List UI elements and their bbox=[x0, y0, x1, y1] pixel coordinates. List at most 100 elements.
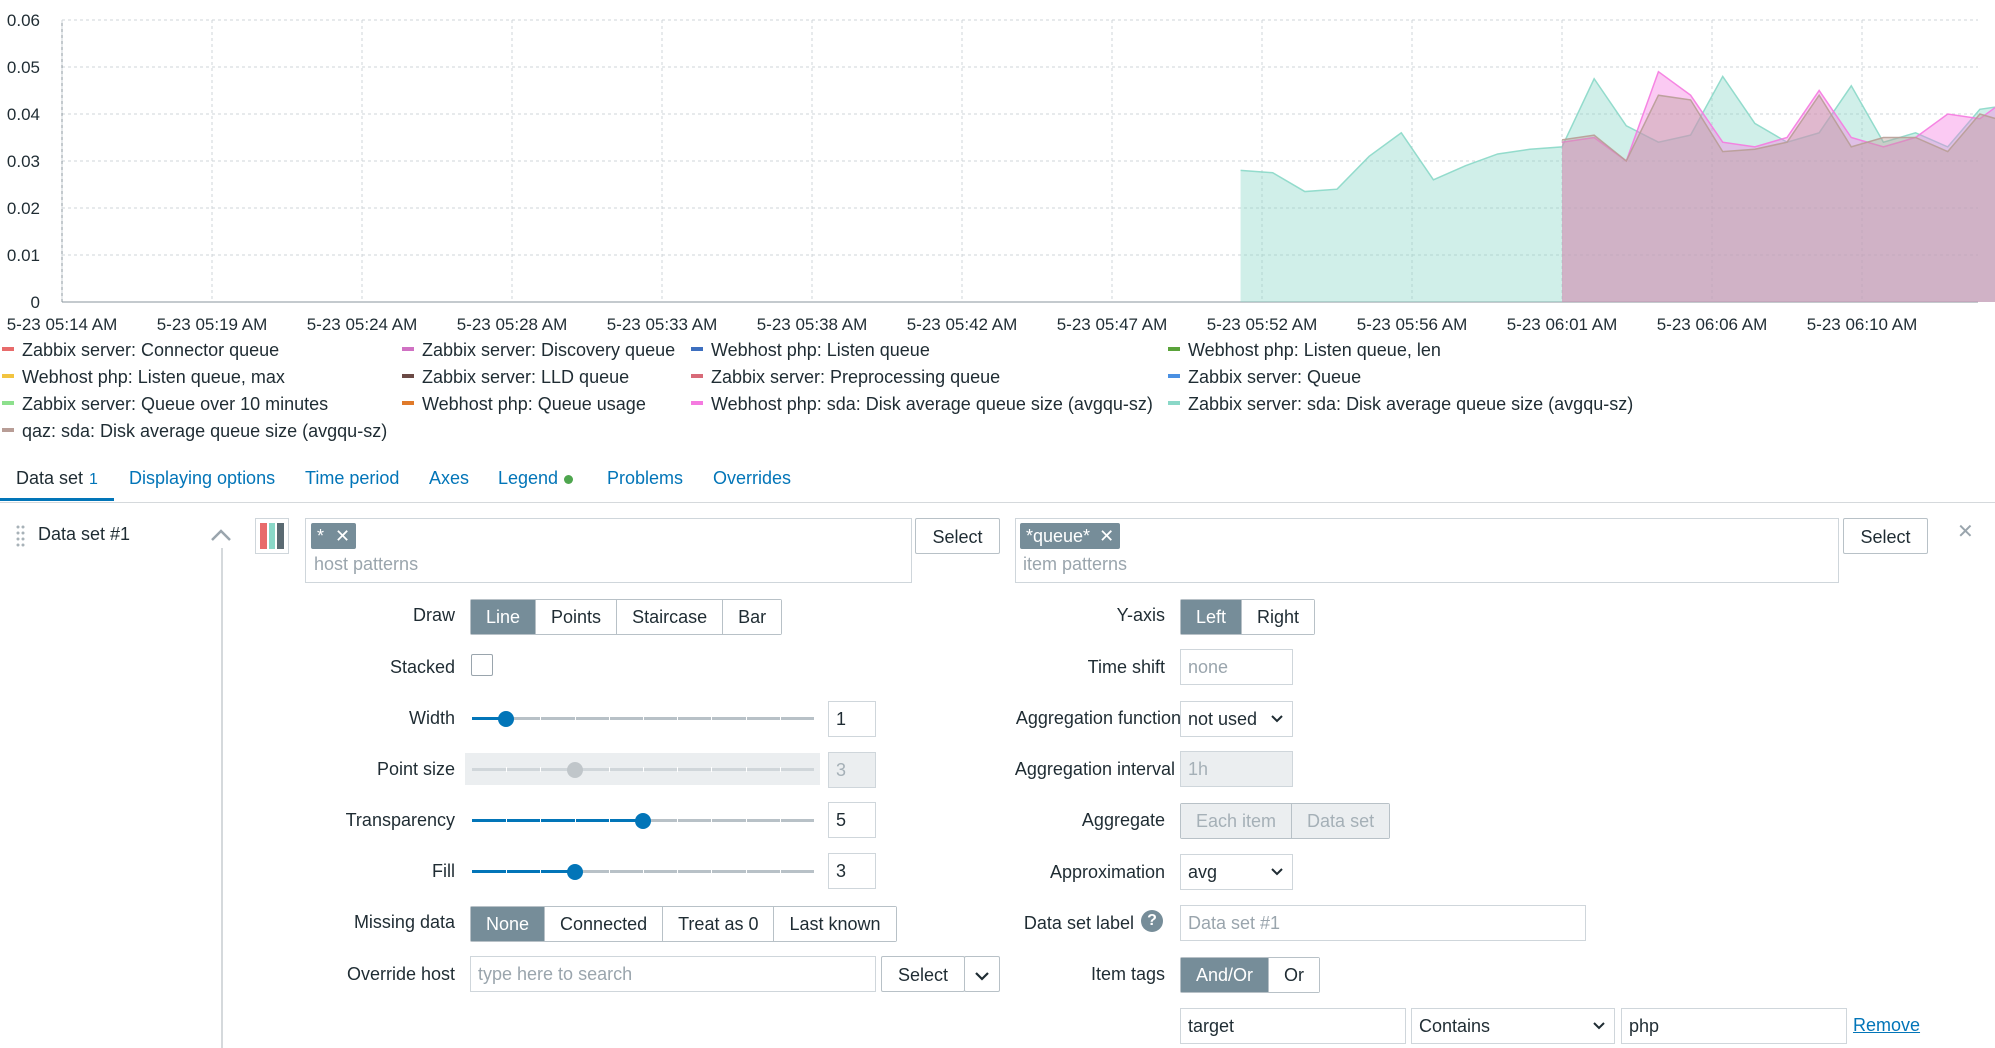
legend-item: Webhost php: Listen queue, len bbox=[1168, 338, 1441, 362]
x-tick-label: 5-23 05:42 AM bbox=[907, 315, 1018, 330]
aggregate-option-each-item: Each item bbox=[1181, 804, 1293, 838]
item-select-button[interactable]: Select bbox=[1843, 518, 1928, 554]
slider-tick bbox=[506, 869, 508, 874]
chevron-down-icon bbox=[1270, 702, 1284, 736]
host-pattern-tag: * ✕ bbox=[311, 523, 357, 549]
series-line bbox=[1561, 93, 1995, 163]
draw-label: Draw bbox=[412, 605, 455, 625]
remove-tag-icon[interactable]: ✕ bbox=[335, 526, 351, 546]
slider-knob[interactable] bbox=[635, 813, 651, 829]
legend-label: qaz: sda: Disk average queue size (avgqu… bbox=[22, 421, 388, 441]
legend-label: Zabbix server: Queue over 10 minutes bbox=[22, 394, 329, 414]
point-size-input: 3 bbox=[828, 752, 876, 788]
draw-option-points[interactable]: Points bbox=[536, 600, 618, 634]
chevron-down-icon bbox=[975, 972, 989, 981]
tag-name-input[interactable]: target bbox=[1180, 1008, 1406, 1044]
host-select-button[interactable]: Select bbox=[915, 518, 1000, 554]
y-tick-label: 0 bbox=[31, 293, 40, 312]
override-host-select-button[interactable]: Select bbox=[881, 956, 965, 992]
host-patterns-placeholder: host patterns bbox=[314, 554, 419, 574]
y-axis-option-right[interactable]: Right bbox=[1242, 600, 1315, 634]
x-tick-label: 5-23 05:56 AM bbox=[1357, 315, 1468, 330]
collapse-chevron-icon[interactable] bbox=[210, 528, 232, 542]
width-input[interactable]: 1 bbox=[828, 701, 876, 737]
override-host-dropdown-button[interactable] bbox=[964, 956, 1000, 992]
x-tick-label: 5-23 06:01 AM bbox=[1507, 315, 1618, 330]
transparency-input[interactable]: 5 bbox=[828, 802, 876, 838]
missing-option-none[interactable]: None bbox=[471, 907, 546, 941]
slider-tick bbox=[711, 869, 713, 874]
x-tick-label: 5-23 06:06 AM bbox=[1657, 315, 1768, 330]
slider-knob[interactable] bbox=[498, 711, 515, 727]
legend-item: Zabbix server: LLD queue bbox=[402, 365, 629, 389]
tab-time-period[interactable]: Time period bbox=[305, 468, 400, 488]
tab-axes[interactable]: Axes bbox=[429, 468, 470, 488]
host-patterns-field[interactable] bbox=[305, 518, 912, 583]
slider-tick bbox=[540, 818, 542, 823]
stacked-checkbox[interactable] bbox=[471, 654, 493, 676]
tab-overrides[interactable]: Overrides bbox=[713, 468, 792, 488]
fill-input[interactable]: 3 bbox=[828, 853, 876, 889]
width-slider[interactable] bbox=[472, 708, 814, 728]
help-icon[interactable]: ? bbox=[1141, 910, 1163, 932]
missing-option-connected[interactable]: Connected bbox=[545, 907, 664, 941]
draw-option-bar[interactable]: Bar bbox=[723, 600, 782, 634]
y-tick-label: 0.03 bbox=[7, 152, 40, 171]
missing-option-last-known[interactable]: Last known bbox=[774, 907, 896, 941]
tab-data-set[interactable]: Data set 1 bbox=[16, 468, 98, 488]
x-tick-label: 5-23 05:19 AM bbox=[157, 315, 268, 330]
slider-fill bbox=[472, 870, 575, 873]
tag-value-input[interactable]: php bbox=[1621, 1008, 1847, 1044]
item-tags-label: Item tags bbox=[1090, 964, 1165, 984]
x-tick-label: 5-23 05:38 AM bbox=[757, 315, 868, 330]
time-shift-input[interactable]: none bbox=[1180, 649, 1293, 685]
data-set-title[interactable]: Data set #1 bbox=[38, 524, 131, 544]
slider-knob[interactable] bbox=[566, 864, 583, 880]
legend-item: Webhost php: Listen queue, max bbox=[2, 365, 285, 389]
width-label: Width bbox=[408, 708, 455, 728]
tab-displaying-options[interactable]: Displaying options bbox=[129, 468, 276, 488]
x-tick-label: 5-23 05:33 AM bbox=[607, 315, 718, 330]
item-patterns-field[interactable] bbox=[1015, 518, 1839, 583]
slider-tick bbox=[677, 818, 679, 823]
legend-label: Zabbix server: Discovery queue bbox=[422, 340, 676, 360]
remove-tag-link[interactable]: Remove bbox=[1853, 1015, 1921, 1035]
tag-operator-select[interactable]: Contains bbox=[1411, 1008, 1615, 1044]
legend-swatch bbox=[1168, 401, 1180, 406]
legend-item: Zabbix server: sda: Disk average queue s… bbox=[1168, 392, 1633, 416]
slider-knob bbox=[566, 762, 583, 778]
y-tick-label: 0.05 bbox=[7, 58, 40, 77]
color-palette-button[interactable] bbox=[255, 518, 289, 554]
tags-option-or[interactable]: Or bbox=[1269, 958, 1320, 992]
series-line bbox=[1240, 74, 1995, 193]
aggregation-function-select[interactable]: not used bbox=[1180, 701, 1293, 737]
draw-option-staircase[interactable]: Staircase bbox=[617, 600, 724, 634]
graph-legend: Zabbix server: Connector queue Zabbix ser… bbox=[0, 338, 1995, 448]
slider-tick bbox=[540, 716, 542, 721]
slider-tick bbox=[677, 767, 679, 772]
tags-option-and-or[interactable]: And/Or bbox=[1181, 958, 1270, 992]
x-tick-label: 5-23 06:10 AM bbox=[1807, 315, 1918, 330]
remove-tag-icon[interactable]: ✕ bbox=[1099, 526, 1115, 546]
draw-option-line[interactable]: Line bbox=[471, 600, 537, 634]
data-set-label-input[interactable]: Data set #1 bbox=[1180, 905, 1586, 941]
missing-option-treat-as-0[interactable]: Treat as 0 bbox=[663, 907, 775, 941]
override-host-input[interactable]: type here to search bbox=[470, 956, 876, 992]
remove-data-set-icon[interactable]: ✕ bbox=[1957, 521, 1974, 543]
fill-slider[interactable] bbox=[472, 861, 814, 881]
approximation-select[interactable]: avg bbox=[1180, 854, 1293, 890]
slider-tick bbox=[745, 818, 747, 823]
aggregate-label: Aggregate bbox=[1081, 810, 1165, 830]
legend-swatch bbox=[402, 347, 414, 352]
tab-problems[interactable]: Problems bbox=[607, 468, 684, 488]
missing-data-selector: None Connected Treat as 0 Last known bbox=[470, 906, 897, 942]
transparency-slider[interactable] bbox=[472, 810, 814, 830]
x-tick-label: 5-23 05:52 AM bbox=[1207, 315, 1318, 330]
legend-swatch bbox=[2, 374, 14, 379]
y-axis-option-left[interactable]: Left bbox=[1181, 600, 1243, 634]
drag-handle-icon[interactable] bbox=[15, 522, 27, 552]
draw-type-selector: Line Points Staircase Bar bbox=[470, 599, 783, 635]
slider-tick bbox=[677, 869, 679, 874]
aggregate-option-data-set: Data set bbox=[1292, 804, 1390, 838]
tab-legend[interactable]: Legend bbox=[498, 468, 574, 489]
